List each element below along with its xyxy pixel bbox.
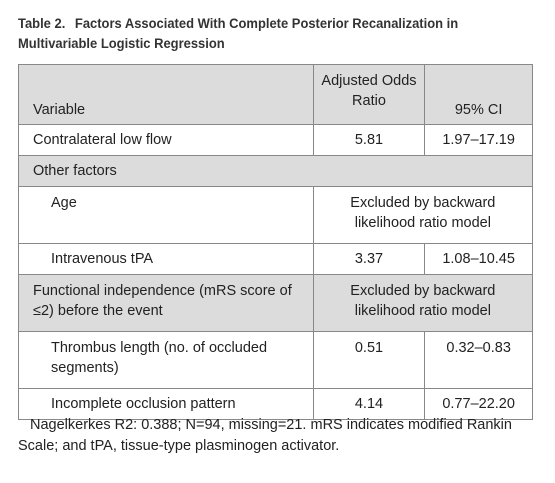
row-label: Thrombus length (no. of occluded segment… — [18, 331, 314, 389]
group-label: Other factors — [18, 155, 533, 187]
table-title: Factors Associated With Complete Posteri… — [18, 16, 459, 51]
table-row: Incomplete occlusion pattern 4.14 0.77–2… — [18, 388, 533, 420]
row-label: Functional independence (mRS score of ≤2… — [18, 274, 314, 332]
header-odds-ratio: Adjusted Odds Ratio — [312, 64, 426, 125]
table-row: Thrombus length (no. of occluded segment… — [18, 331, 533, 389]
row-odds-ratio: 3.37 — [312, 243, 426, 275]
row-merged-note: Excluded by backward likelihood ratio mo… — [312, 186, 534, 244]
header-variable: Variable — [18, 64, 314, 125]
row-ci: 1.08–10.45 — [424, 243, 533, 275]
row-merged-note: Excluded by backward likelihood ratio mo… — [312, 274, 534, 332]
table-row: Intravenous tPA 3.37 1.08–10.45 — [18, 243, 533, 275]
row-ci: 0.32–0.83 — [424, 331, 533, 389]
row-label: Incomplete occlusion pattern — [18, 388, 314, 420]
row-label: Age — [18, 186, 314, 244]
row-label: Intravenous tPA — [18, 243, 314, 275]
table-row: Functional independence (mRS score of ≤2… — [18, 274, 534, 332]
row-odds-ratio: 5.81 — [312, 124, 426, 156]
header-ci: 95% CI — [424, 64, 533, 125]
table-row: Contralateral low flow 5.81 1.97–17.19 — [18, 124, 533, 156]
results-table: Variable Adjusted Odds Ratio 95% CI Cont… — [18, 64, 534, 420]
table-header-row: Variable Adjusted Odds Ratio 95% CI — [18, 64, 533, 125]
row-label: Contralateral low flow — [18, 124, 314, 156]
table-group-row: Other factors — [18, 155, 533, 187]
table-row: Age Excluded by backward likelihood rati… — [18, 186, 534, 244]
row-ci: 0.77–22.20 — [424, 388, 533, 420]
table-number: Table 2. — [18, 16, 66, 31]
row-ci: 1.97–17.19 — [424, 124, 533, 156]
table-footnote: Nagelkerkes R2: 0.388; N=94, missing=21.… — [18, 417, 512, 454]
row-odds-ratio: 0.51 — [312, 331, 426, 389]
row-odds-ratio: 4.14 — [312, 388, 426, 420]
table-caption: Table 2. Factors Associated With Complete… — [18, 14, 517, 54]
